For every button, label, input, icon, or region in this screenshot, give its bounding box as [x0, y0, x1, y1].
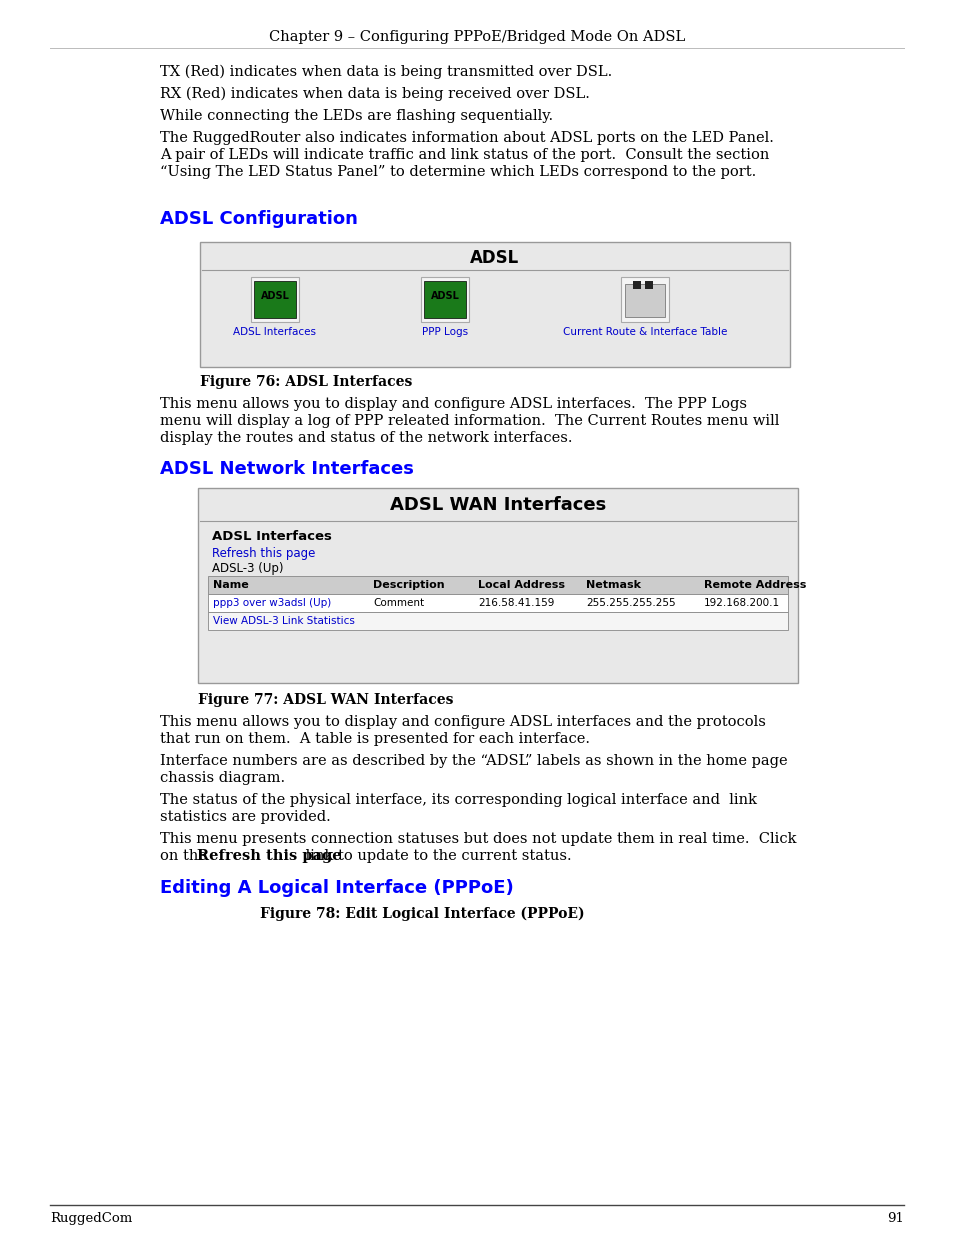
Text: ADSL: ADSL: [260, 291, 289, 301]
Text: “Using The LED Status Panel” to determine which LEDs correspond to the port.: “Using The LED Status Panel” to determin…: [160, 165, 756, 179]
FancyBboxPatch shape: [198, 488, 797, 683]
Text: ADSL: ADSL: [430, 291, 459, 301]
FancyBboxPatch shape: [644, 282, 652, 289]
Text: RuggedCom: RuggedCom: [50, 1212, 132, 1225]
FancyBboxPatch shape: [200, 242, 789, 367]
Text: Name: Name: [213, 580, 249, 590]
Text: ppp3 over w3adsl (Up): ppp3 over w3adsl (Up): [213, 598, 331, 608]
Text: ADSL Interfaces: ADSL Interfaces: [233, 327, 316, 337]
FancyBboxPatch shape: [251, 277, 298, 322]
Text: 192.168.200.1: 192.168.200.1: [703, 598, 780, 608]
Text: 216.58.41.159: 216.58.41.159: [477, 598, 554, 608]
Text: This menu allows you to display and configure ADSL interfaces and the protocols: This menu allows you to display and conf…: [160, 715, 765, 729]
Text: Description: Description: [373, 580, 444, 590]
Text: A pair of LEDs will indicate traffic and link status of the port.  Consult the s: A pair of LEDs will indicate traffic and…: [160, 148, 768, 162]
FancyBboxPatch shape: [633, 282, 640, 289]
Text: menu will display a log of PPP releated information.  The Current Routes menu wi: menu will display a log of PPP releated …: [160, 414, 779, 429]
Text: ADSL WAN Interfaces: ADSL WAN Interfaces: [390, 496, 605, 514]
Text: View ADSL-3 Link Statistics: View ADSL-3 Link Statistics: [213, 616, 355, 626]
Text: Figure 76: ADSL Interfaces: Figure 76: ADSL Interfaces: [200, 375, 412, 389]
Text: Current Route & Interface Table: Current Route & Interface Table: [562, 327, 726, 337]
Text: Refresh this page: Refresh this page: [197, 848, 341, 863]
FancyBboxPatch shape: [253, 282, 295, 317]
Text: statistics are provided.: statistics are provided.: [160, 810, 331, 824]
Text: ADSL Configuration: ADSL Configuration: [160, 210, 357, 228]
Text: 91: 91: [886, 1212, 903, 1225]
FancyBboxPatch shape: [208, 594, 787, 613]
Text: 255.255.255.255: 255.255.255.255: [585, 598, 675, 608]
Text: ADSL: ADSL: [470, 249, 519, 267]
Text: This menu allows you to display and configure ADSL interfaces.  The PPP Logs: This menu allows you to display and conf…: [160, 396, 746, 411]
Text: display the routes and status of the network interfaces.: display the routes and status of the net…: [160, 431, 572, 445]
Text: TX (Red) indicates when data is being transmitted over DSL.: TX (Red) indicates when data is being tr…: [160, 65, 612, 79]
Text: Chapter 9 – Configuring PPPoE/Bridged Mode On ADSL: Chapter 9 – Configuring PPPoE/Bridged Mo…: [269, 30, 684, 44]
Text: PPP Logs: PPP Logs: [421, 327, 468, 337]
Text: Netmask: Netmask: [585, 580, 640, 590]
Text: chassis diagram.: chassis diagram.: [160, 771, 285, 785]
FancyBboxPatch shape: [624, 284, 664, 317]
Text: Comment: Comment: [373, 598, 424, 608]
Text: Interface numbers are as described by the “ADSL” labels as shown in the home pag: Interface numbers are as described by th…: [160, 755, 787, 768]
Text: on the: on the: [160, 848, 212, 863]
Text: Refresh this page: Refresh this page: [212, 547, 315, 559]
FancyBboxPatch shape: [208, 576, 787, 594]
Text: ADSL Interfaces: ADSL Interfaces: [212, 530, 332, 543]
Text: RX (Red) indicates when data is being received over DSL.: RX (Red) indicates when data is being re…: [160, 86, 589, 101]
Text: Editing A Logical Interface (PPPoE): Editing A Logical Interface (PPPoE): [160, 879, 514, 897]
Text: that run on them.  A table is presented for each interface.: that run on them. A table is presented f…: [160, 732, 589, 746]
FancyBboxPatch shape: [620, 277, 668, 322]
Text: Remote Address: Remote Address: [703, 580, 805, 590]
Text: Local Address: Local Address: [477, 580, 564, 590]
Text: The RuggedRouter also indicates information about ADSL ports on the LED Panel.: The RuggedRouter also indicates informat…: [160, 131, 773, 144]
FancyBboxPatch shape: [423, 282, 465, 317]
Text: This menu presents connection statuses but does not update them in real time.  C: This menu presents connection statuses b…: [160, 832, 796, 846]
Text: Figure 78: Edit Logical Interface (PPPoE): Figure 78: Edit Logical Interface (PPPoE…: [260, 906, 584, 921]
Text: ADSL Network Interfaces: ADSL Network Interfaces: [160, 459, 414, 478]
Text: ADSL-3 (Up): ADSL-3 (Up): [212, 562, 283, 576]
FancyBboxPatch shape: [208, 613, 787, 630]
Text: While connecting the LEDs are flashing sequentially.: While connecting the LEDs are flashing s…: [160, 109, 553, 124]
Text: link to update to the current status.: link to update to the current status.: [300, 848, 571, 863]
Text: Figure 77: ADSL WAN Interfaces: Figure 77: ADSL WAN Interfaces: [198, 693, 453, 706]
Text: The status of the physical interface, its corresponding logical interface and  l: The status of the physical interface, it…: [160, 793, 757, 806]
FancyBboxPatch shape: [420, 277, 469, 322]
